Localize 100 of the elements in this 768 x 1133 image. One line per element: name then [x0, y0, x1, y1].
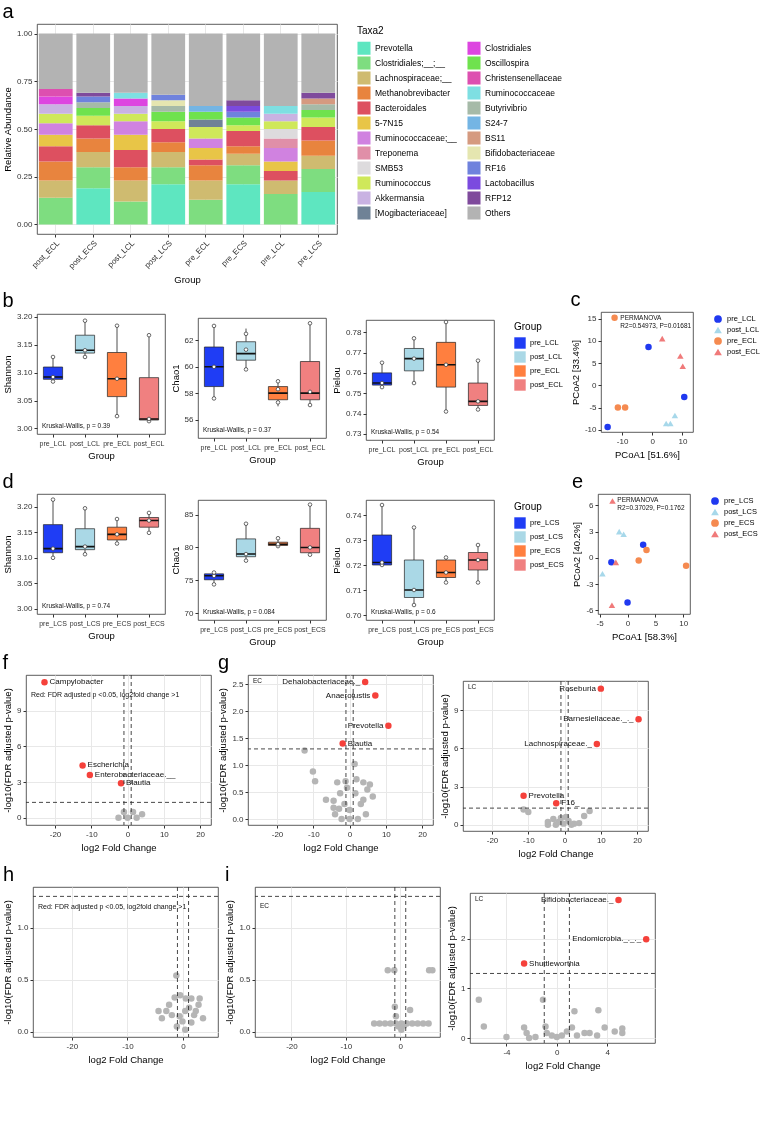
y-tick-label: 3.20: [16, 312, 34, 322]
chart-title: e: [571, 470, 584, 492]
y-tick-label: 0.78: [345, 327, 363, 337]
y-axis-title: Shannon: [1, 355, 13, 394]
y-tick-label: -10: [584, 425, 598, 435]
x-tick-label: -20: [66, 1041, 79, 1051]
y-tick-label: 3.15: [16, 527, 34, 537]
y-tick-label: 62: [184, 335, 195, 345]
x-tick-label: 10: [679, 618, 689, 628]
y-tick-label: 3.10: [16, 368, 34, 378]
y-tick-label: 0: [454, 820, 460, 830]
legend-label: RFP12: [485, 193, 512, 203]
y-axis-title: Relative Abundance: [1, 87, 13, 172]
x-tick-label: 20: [196, 829, 206, 839]
y-tick-label: 0.50: [16, 124, 34, 134]
y-tick-label: 3.15: [16, 340, 34, 350]
y-tick-label: 2.5: [232, 679, 245, 689]
y-axis-title: Chao1: [169, 546, 181, 575]
legend-label: Prevotella: [375, 43, 414, 54]
x-axis-title: Group: [88, 449, 115, 461]
annotation: Prevotella: [347, 720, 384, 730]
y-tick-label: 3: [17, 777, 23, 787]
annotation: Shuttleworthia: [529, 958, 581, 968]
legend-label: S24-7: [485, 118, 508, 128]
y-axis-title: -log10(FDR adjusted p-value): [2, 688, 14, 813]
x-tick-label: -20: [49, 829, 62, 839]
y-tick-label: 3.00: [16, 604, 34, 614]
y-tick-label: 0.00: [16, 219, 34, 229]
y-tick-label: 0.74: [345, 409, 363, 419]
y-tick-label: 0.75: [345, 388, 363, 398]
x-tick-label: -10: [122, 1041, 135, 1051]
x-tick-label: -20: [271, 829, 284, 839]
x-tick-label: 0: [125, 829, 131, 839]
y-axis-title: PCoA2 [40.2%]: [571, 522, 583, 587]
annotation: Roseburia: [559, 683, 597, 693]
y-tick-label: 6: [17, 741, 23, 751]
y-tick-label: 9: [17, 706, 23, 716]
legend-label: SMB53: [375, 163, 404, 173]
y-tick-label: 0.75: [16, 76, 34, 86]
legend-label: Lachnospiraceae;__: [375, 73, 452, 83]
chart-title: a: [2, 0, 15, 22]
x-axis-title: log2 Fold Change: [518, 847, 594, 859]
y-tick-label: 9: [454, 705, 460, 715]
y-tick-label: 1.0: [17, 923, 30, 933]
x-axis-title: log2 Fold Change: [525, 1059, 601, 1071]
annotation: Prevotella: [528, 790, 565, 800]
y-tick-label: 1.5: [232, 733, 245, 743]
legend-label: Lactobacillus: [485, 178, 535, 188]
y-tick-label: 0: [17, 813, 23, 823]
legend-title: Taxa2: [357, 25, 385, 36]
chart-title: c: [570, 288, 581, 310]
y-axis-title: Chao1: [169, 364, 181, 393]
legend-label: Oscillospira: [485, 58, 530, 68]
annotation: Blautia: [347, 738, 373, 748]
annotation: Dehalobacteriaceae._: [282, 677, 361, 687]
y-tick-label: 75: [184, 575, 195, 585]
legend-title: Group: [514, 321, 543, 332]
annotation: Bifidobacteriaceae._: [541, 894, 615, 904]
x-tick-label: -10: [616, 436, 629, 446]
y-tick-label: 56: [184, 415, 195, 425]
legend-label: 5-7N15: [375, 118, 404, 128]
y-tick-label: 3.05: [16, 578, 34, 588]
y-tick-label: -5: [589, 403, 598, 413]
y-tick-label: 0: [589, 553, 595, 563]
legend-label: Bacteroidales: [375, 103, 427, 113]
legend-label: Clostridiales;__;__: [375, 58, 446, 68]
y-tick-label: 3.20: [16, 502, 34, 512]
y-tick-label: 0.0: [17, 1027, 30, 1037]
y-tick-label: 0.72: [345, 560, 363, 570]
y-tick-label: 0: [592, 380, 598, 390]
x-axis-title: Group: [249, 453, 276, 465]
chart-title: f: [2, 650, 9, 673]
x-axis-title: log2 Fold Change: [88, 1053, 164, 1065]
legend-label: Butyrivibrio: [485, 103, 528, 113]
y-tick-label: 58: [184, 388, 195, 398]
x-axis-title: log2 Fold Change: [81, 841, 157, 853]
y-tick-label: 6: [454, 743, 460, 753]
annotation: Endomicrobia._._._: [572, 934, 642, 944]
legend-label: Christensenellaceae: [485, 73, 563, 83]
y-tick-label: 2.0: [232, 706, 245, 716]
y-axis-title: Shannon: [1, 535, 13, 574]
x-tick-label: -10: [86, 829, 99, 839]
y-tick-label: 3.00: [16, 423, 34, 433]
legend-label: [Mogibacteriaceae]: [375, 208, 447, 218]
y-axis-title: -log10(FDR adjusted p-value): [439, 694, 451, 819]
annotation: F16_: [561, 798, 581, 808]
y-axis-title: -log10(FDR adjusted p-value): [446, 906, 458, 1031]
chart-title: i: [224, 862, 230, 885]
y-tick-label: 1: [461, 983, 467, 993]
y-tick-label: 0.5: [17, 975, 30, 985]
y-tick-label: 0.5: [239, 975, 252, 985]
y-tick-label: 0: [461, 1033, 467, 1043]
y-tick-label: 0.0: [239, 1027, 252, 1037]
y-tick-label: 0.73: [345, 429, 363, 439]
y-tick-label: 70: [184, 608, 195, 618]
y-tick-label: 0.74: [345, 510, 363, 520]
legend-label: BS11: [485, 133, 506, 143]
y-tick-label: 0.76: [345, 368, 363, 378]
y-axis-title: Pielou: [330, 367, 342, 394]
x-axis-title: log2 Fold Change: [310, 1053, 386, 1065]
